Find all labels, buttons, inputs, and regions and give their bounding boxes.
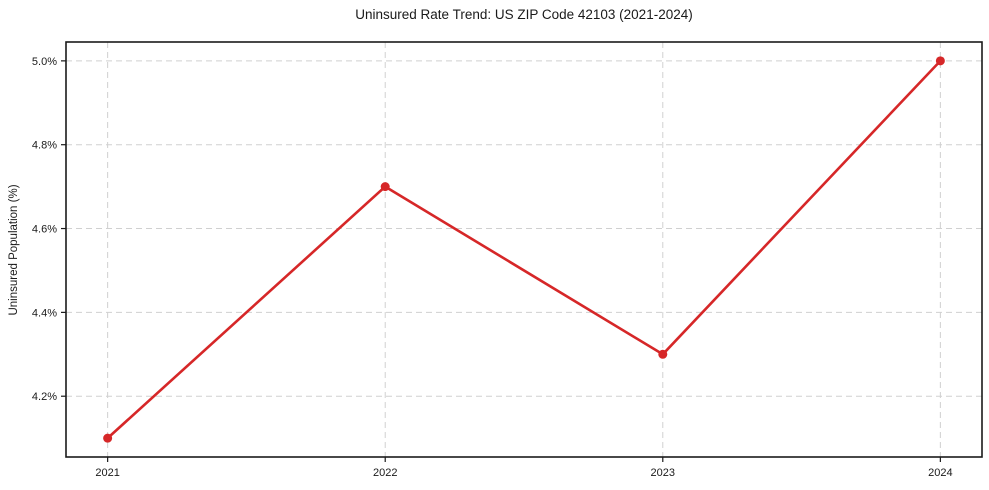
x-tick-label: 2024 bbox=[928, 467, 952, 479]
axes-frame bbox=[65, 41, 983, 458]
chart-title: Uninsured Rate Trend: US ZIP Code 42103 … bbox=[355, 7, 693, 22]
x-tick-label: 2022 bbox=[373, 467, 397, 479]
data-point-marker bbox=[380, 182, 390, 192]
x-tick-label: 2023 bbox=[651, 467, 675, 479]
data-point-marker bbox=[103, 433, 113, 443]
y-tick-label: 4.6% bbox=[32, 224, 57, 236]
data-point-marker bbox=[935, 56, 945, 66]
y-tick-label: 4.4% bbox=[32, 307, 57, 319]
data-point-marker bbox=[658, 349, 668, 359]
x-tick-label: 2021 bbox=[95, 467, 119, 479]
y-tick-label: 4.8% bbox=[32, 140, 57, 152]
y-tick-label: 4.2% bbox=[32, 391, 57, 403]
data-line bbox=[106, 59, 942, 440]
y-tick-label: 5.0% bbox=[32, 56, 57, 68]
